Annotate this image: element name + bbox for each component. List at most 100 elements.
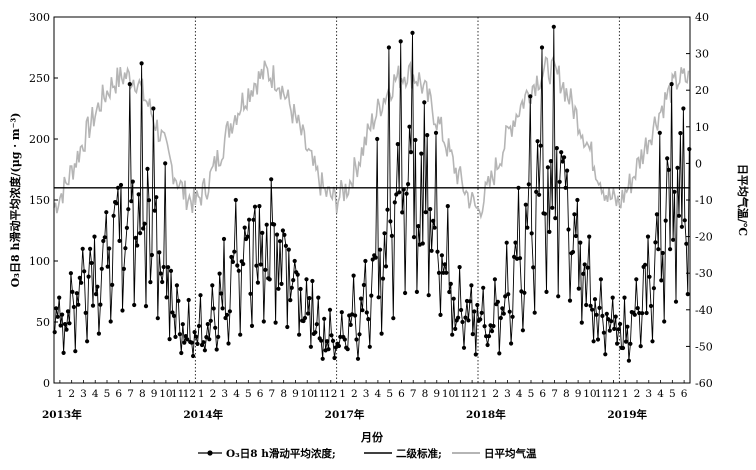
month-tick-label: 3 [504,388,511,400]
ozone-point [620,345,626,351]
x-axis-title: 月份 [360,430,384,444]
ozone-point [373,255,378,260]
ozone-point [168,268,174,273]
month-tick-label: 2 [210,388,217,400]
ozone-point [562,155,567,160]
ozone-point [191,353,196,359]
ozone-point [644,310,649,316]
year-labels: 2013年 2014年 2017年 2018年 2019年 [42,408,648,421]
month-tick-label: 3 [221,388,228,400]
ozone-point [457,265,462,270]
ozone-point [180,322,185,327]
ozone-point [672,189,677,194]
right-tick-label: -40 [695,304,713,317]
ozone-point [260,230,265,235]
ozone-point [154,195,159,200]
month-tick-label: 10 [159,388,172,400]
month-tick-label: 1 [339,388,346,400]
ozone-point [537,192,542,197]
ozone-point [71,304,76,310]
ozone-point [400,210,405,215]
ozone-point [684,241,689,246]
ozone-series [52,24,692,363]
ozone-point [129,199,134,204]
ozone-point [276,286,281,291]
month-tick-label: 5 [245,388,252,400]
ozone-point [547,229,552,234]
ozone-point [161,264,166,270]
ozone-point [196,323,202,329]
ozone-point [267,277,272,282]
ozone-point [326,347,331,352]
ozone-point [436,270,442,275]
legend-standard-label: 二级标准; [396,447,442,460]
left-tick-label: 200 [29,133,50,146]
ozone-point [469,283,474,288]
ozone-point [422,100,427,105]
ozone-point [277,239,283,244]
ozone-point [590,307,595,312]
ozone-point [67,321,72,326]
ozone-point [167,337,172,342]
ozone-point [345,347,350,352]
ozone-point [79,280,84,285]
ozone-point [475,302,480,308]
ozone-point [130,179,135,184]
month-tick-label: 9 [575,388,582,400]
ozone-point [251,217,256,222]
ozone-point [227,309,232,314]
ozone-point [570,249,576,255]
ozone-point [158,271,163,276]
ozone-point [382,231,387,236]
ozone-point [426,293,431,298]
ozone-point [676,213,682,218]
ozone-point [495,299,500,304]
ozone-point [472,309,477,314]
ozone-point [319,338,324,343]
ozone-point [556,294,561,299]
ozone-point [322,316,327,321]
ozone-point [665,156,670,161]
left-axis-title: O₃日8 h滑动平均浓度/(μg · m⁻³) [8,113,22,288]
right-tick-label: -30 [695,267,713,280]
ozone-point [448,281,453,286]
ozone-point [233,197,238,203]
ozone-point [379,331,384,336]
ozone-point [378,247,383,252]
ozone-point [329,333,334,338]
ozone-point [607,328,612,333]
ozone-point [298,286,303,292]
ozone-point [517,256,523,261]
ozone-point [258,262,263,267]
ozone-point [425,133,430,138]
ozone-point [651,286,657,291]
ozone-point [581,271,586,276]
ozone-point [174,283,179,288]
ozone-point [467,299,472,304]
ozone-point [682,218,687,223]
ozone-point [171,313,177,318]
ozone-point [177,332,182,337]
month-tick-label: 9 [433,388,440,400]
ozone-point [526,182,531,187]
ozone-point [668,247,673,252]
month-tick-label: 6 [257,388,264,400]
ozone-point [370,257,375,262]
ozone-point [419,151,424,156]
ozone-point [678,131,683,136]
ozone-point [433,130,439,135]
ozone-point [613,314,618,319]
month-tick-label: 4 [516,388,523,400]
ozone-point [663,218,668,223]
ozone-point [241,261,246,267]
ozone-point [189,340,194,345]
month-tick-label: 9 [151,388,158,400]
ozone-point [366,317,371,322]
month-tick-label: 10 [301,388,314,400]
ozone-point [638,344,643,349]
ozone-point [591,339,596,344]
ozone-point [394,192,399,197]
ozone-point [657,130,662,135]
ozone-point [560,159,565,164]
